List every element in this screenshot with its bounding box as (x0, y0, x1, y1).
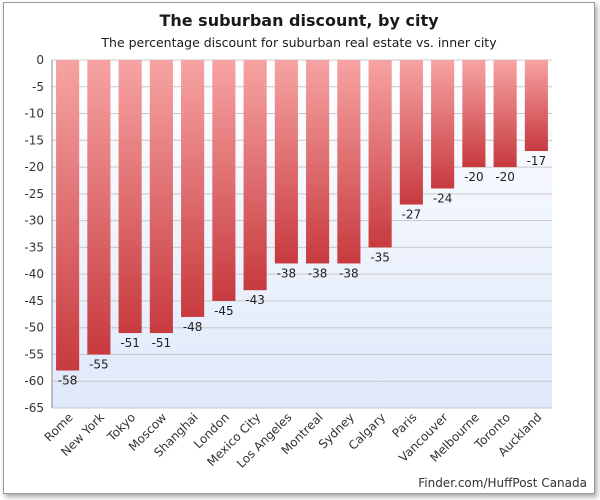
source-credit: Finder.com/HuffPost Canada (418, 476, 587, 490)
bars (56, 60, 548, 371)
chart-title: The suburban discount, by city (159, 11, 439, 30)
chart-frame: The suburban discount, by city The perce… (3, 2, 595, 494)
data-label: -58 (58, 374, 78, 388)
bar (399, 60, 423, 205)
data-label: -43 (245, 293, 265, 307)
bar (368, 60, 392, 248)
bar (431, 60, 455, 189)
chart-subtitle: The percentage discount for suburban rea… (100, 35, 497, 50)
y-tick-label: -30 (24, 214, 44, 228)
data-label: -20 (495, 170, 515, 184)
data-label: -51 (152, 336, 172, 350)
bar (87, 60, 111, 355)
data-label: -24 (433, 191, 453, 205)
data-labels: -58-55-51 -51-48-45-43-38 -38 -38-35-27-24-… (58, 154, 546, 388)
bar (56, 60, 80, 371)
y-tick-label: -5 (32, 80, 44, 94)
data-label: -51 (120, 336, 140, 350)
bar (337, 60, 361, 264)
data-label: -38 (339, 266, 359, 280)
bar (306, 60, 330, 264)
data-label: -17 (527, 154, 547, 168)
y-tick-label: 0 (36, 53, 44, 67)
data-label: -38 (308, 266, 328, 280)
bar (493, 60, 517, 168)
y-tick-label: -25 (24, 187, 44, 201)
y-tick-label: -65 (24, 401, 44, 415)
y-tick-label: -60 (24, 374, 44, 388)
bar (462, 60, 486, 168)
bar (243, 60, 267, 291)
y-tick-label: -20 (24, 160, 44, 174)
y-tick-label: -35 (24, 240, 44, 254)
chart-svg: The suburban discount, by city The perce… (24, 11, 587, 490)
bar (274, 60, 298, 264)
data-label: -48 (183, 320, 203, 334)
y-tick-label: -15 (24, 133, 44, 147)
y-tick-label: -50 (24, 321, 44, 335)
y-tick-label: -40 (24, 267, 44, 281)
data-label: -27 (402, 208, 422, 222)
bar (212, 60, 236, 301)
bar (149, 60, 173, 334)
data-label: -35 (370, 250, 390, 264)
bar (181, 60, 205, 317)
data-label: -38 (277, 266, 297, 280)
y-tick-label: -10 (24, 107, 44, 121)
bar (524, 60, 548, 152)
y-axis-ticks: 0 -5 -10 -15 -20 -25 -30 -35 -40 -45 -50 -55 -60 -65 (24, 53, 44, 415)
data-label: -55 (89, 357, 109, 371)
data-label: -45 (214, 304, 234, 318)
data-label: -20 (464, 170, 484, 184)
y-tick-label: -55 (24, 347, 44, 361)
y-tick-label: -45 (24, 294, 44, 308)
bar (118, 60, 142, 334)
